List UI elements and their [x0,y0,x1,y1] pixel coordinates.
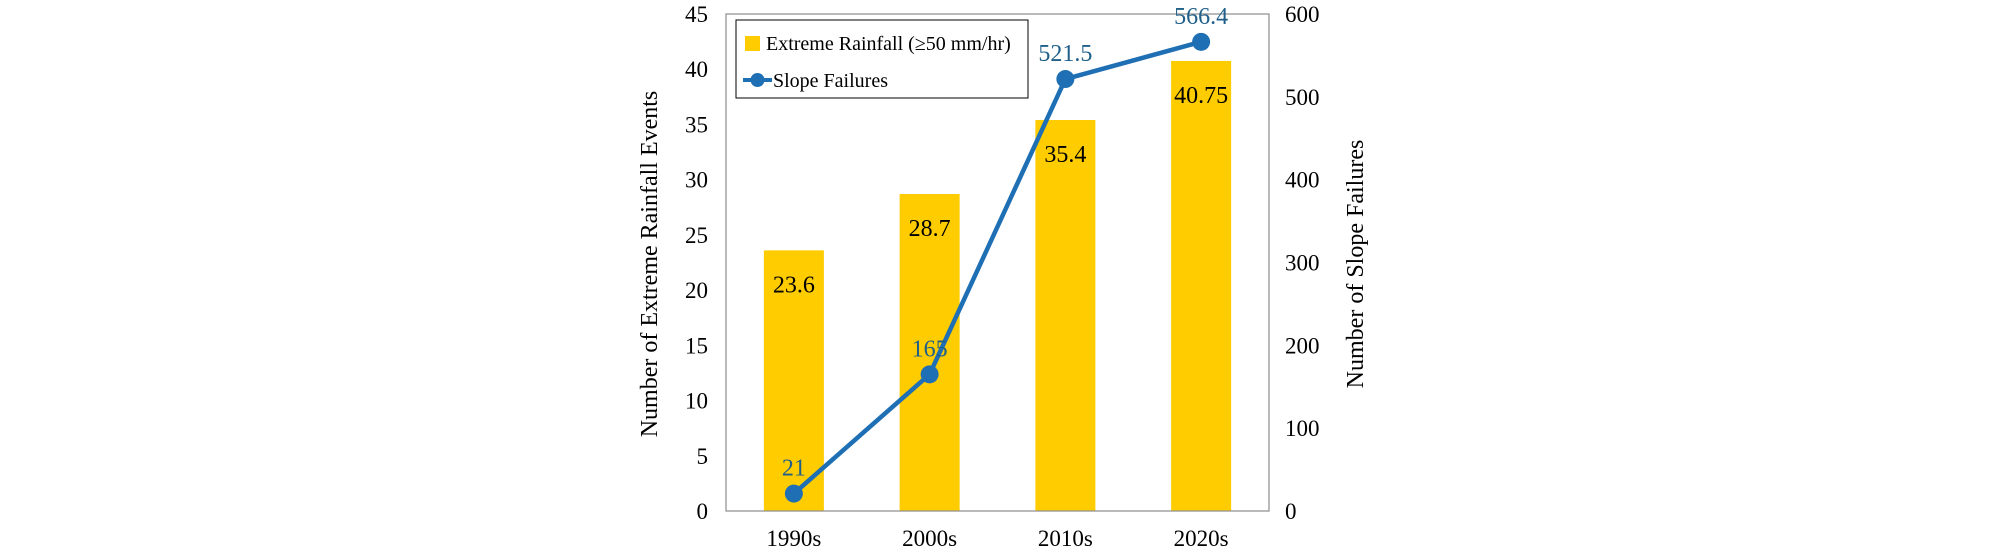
y-tick-label: 40 [685,57,708,82]
y2-axis-title: Number of Slope Failures [1343,140,1369,389]
legend-box [735,19,1029,99]
legend-marker-slope [750,73,765,87]
y-tick-label: 10 [685,389,708,414]
line-value-label: 566.4 [1174,4,1228,30]
bar-rainfall-2010s [1035,120,1096,511]
bar-labels-layer: 23.6 28.7 35.4 40.75 [773,83,1228,298]
x-axis-ticks: 1990s 2000s 2010s 2020s [766,526,1228,551]
x-tick-label: 2020s [1174,526,1229,551]
x-tick-label: 2000s [902,526,957,551]
legend-label-slope: Slope Failures [773,70,888,92]
y-tick-label: 15 [685,333,708,358]
x-tick-label: 2010s [1038,526,1093,551]
y2-tick-label: 500 [1285,85,1320,110]
y-axis-title: Number of Extreme Rainfall Events [637,91,663,438]
bar-rainfall-2000s [899,194,960,511]
legend-label-rainfall: Extreme Rainfall (≥50 mm/hr) [766,33,1011,55]
line-value-label: 21 [782,456,806,482]
y2-tick-label: 600 [1285,2,1320,27]
right-axis-ticks: 0 100 200 300 400 500 600 [1285,2,1320,524]
slope-failures-point-2010s [1056,70,1075,89]
y-tick-label: 5 [697,444,709,469]
y-tick-label: 20 [685,278,708,303]
y-tick-label: 0 [697,499,709,524]
line-labels-layer: 21 165 521.5 566.4 [782,4,1228,482]
bar-rainfall-2020s [1171,60,1232,511]
bar-rainfall-1990s [763,250,824,511]
y2-tick-label: 0 [1285,499,1297,524]
y2-tick-label: 200 [1285,333,1320,358]
line-value-label: 521.5 [1038,41,1092,67]
y2-tick-label: 400 [1285,168,1320,193]
y-tick-label: 45 [685,2,708,27]
bar-value-label: 28.7 [909,216,951,242]
line-value-label: 165 [912,336,948,362]
left-axis-ticks: 0 5 10 15 20 25 30 35 40 45 [685,2,708,524]
y2-tick-label: 100 [1285,416,1320,441]
bars-layer [763,60,1232,511]
legend: Extreme Rainfall (≥50 mm/hr) Slope Failu… [735,19,1029,99]
bar-value-label: 40.75 [1174,83,1228,109]
legend-swatch-rainfall [745,36,760,51]
slope-failures-point-2020s [1192,32,1211,51]
line-layer [784,32,1211,503]
y-tick-label: 30 [685,168,708,193]
y-tick-label: 25 [685,223,708,248]
plot-frame [725,13,1270,512]
bar-value-label: 23.6 [773,272,815,298]
slope-failures-point-1990s [784,484,803,503]
slope-failures-point-2000s [920,365,939,384]
y2-tick-label: 300 [1285,251,1320,276]
bar-value-label: 35.4 [1044,142,1086,168]
x-tick-label: 1990s [766,526,821,551]
y-tick-label: 35 [685,112,708,137]
slope-failures-line [792,39,1202,496]
